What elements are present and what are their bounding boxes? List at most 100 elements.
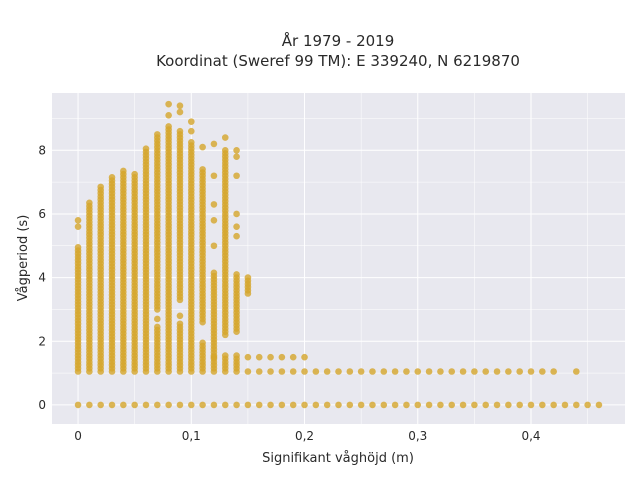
chart-subtitle: Koordinat (Sweref 99 TM): E 339240, N 62… (156, 52, 520, 70)
data-point (74, 244, 82, 251)
data-point (233, 401, 240, 409)
data-point (505, 368, 512, 375)
data-point (142, 145, 150, 152)
data-point (187, 127, 195, 135)
data-point (97, 183, 104, 191)
data-point (221, 146, 229, 154)
data-point (210, 217, 218, 224)
data-point (86, 199, 93, 207)
data-point (437, 368, 444, 375)
chart-title: År 1979 - 2019 (282, 31, 395, 50)
data-point (108, 401, 116, 409)
data-point (289, 368, 297, 375)
data-point (120, 167, 127, 175)
data-point (335, 401, 342, 409)
data-point (131, 170, 138, 178)
data-point (233, 210, 240, 218)
data-point (221, 134, 229, 141)
data-point (244, 401, 252, 409)
data-point (267, 353, 274, 361)
data-point (199, 166, 206, 173)
y-axis-ticks: 0 2 4 6 8 (38, 143, 46, 412)
data-point (74, 401, 82, 409)
data-point (539, 401, 546, 409)
data-point (210, 242, 218, 250)
data-point (154, 323, 161, 331)
data-point (108, 174, 116, 181)
data-point (233, 223, 240, 230)
y-tick-label: 8 (38, 143, 46, 157)
data-point (221, 352, 229, 359)
data-point (471, 368, 478, 375)
data-point (482, 368, 490, 375)
data-point (165, 401, 172, 409)
data-point (142, 401, 150, 409)
data-point (210, 172, 218, 180)
x-axis-label: Signifikant våghöjd (m) (262, 451, 414, 466)
x-tick-label: 0,1 (182, 429, 201, 443)
data-point (278, 368, 286, 375)
data-point (210, 401, 218, 409)
data-point (459, 368, 467, 375)
data-point (244, 368, 252, 375)
data-point (380, 401, 388, 409)
data-point (199, 143, 206, 151)
data-point (97, 401, 104, 409)
data-point (391, 401, 399, 409)
data-point (176, 401, 184, 409)
data-point (323, 401, 331, 409)
data-point (505, 401, 512, 409)
data-point (573, 401, 580, 409)
data-point (391, 368, 399, 375)
data-point (425, 401, 433, 409)
data-point (301, 401, 308, 409)
data-point (289, 401, 297, 409)
x-tick-label: 0,2 (295, 429, 314, 443)
data-point (493, 368, 501, 375)
data-point (425, 368, 433, 375)
data-point (346, 401, 354, 409)
data-point (369, 368, 376, 375)
data-point (380, 368, 388, 375)
y-tick-label: 4 (38, 271, 46, 285)
data-point (255, 353, 263, 361)
data-point (244, 353, 252, 361)
data-point (550, 401, 557, 409)
data-point (131, 401, 138, 409)
x-tick-label: 0 (74, 429, 82, 443)
data-point (312, 368, 320, 375)
data-point (527, 368, 535, 375)
data-point (414, 401, 422, 409)
data-point (233, 146, 240, 154)
data-point (595, 401, 603, 409)
data-point (516, 401, 523, 409)
data-point (459, 401, 467, 409)
data-point (176, 320, 184, 328)
data-point (278, 353, 286, 361)
data-point (154, 131, 161, 138)
data-point (176, 108, 184, 116)
data-point (233, 153, 240, 160)
data-point (312, 401, 320, 409)
data-point (233, 172, 240, 180)
data-point (301, 368, 308, 375)
data-point (165, 100, 172, 108)
data-point (244, 274, 252, 281)
data-point (187, 139, 195, 146)
data-point (561, 401, 569, 409)
data-point (437, 401, 444, 409)
data-point (584, 401, 591, 409)
data-point (550, 368, 557, 375)
data-point (199, 339, 206, 347)
data-point (255, 368, 263, 375)
data-point (403, 401, 410, 409)
data-points (74, 100, 603, 409)
data-point (233, 232, 240, 240)
data-point (199, 401, 206, 409)
data-point (516, 368, 523, 375)
data-point (210, 201, 218, 208)
data-point (176, 102, 184, 110)
data-point (346, 368, 354, 375)
data-point (233, 271, 240, 278)
